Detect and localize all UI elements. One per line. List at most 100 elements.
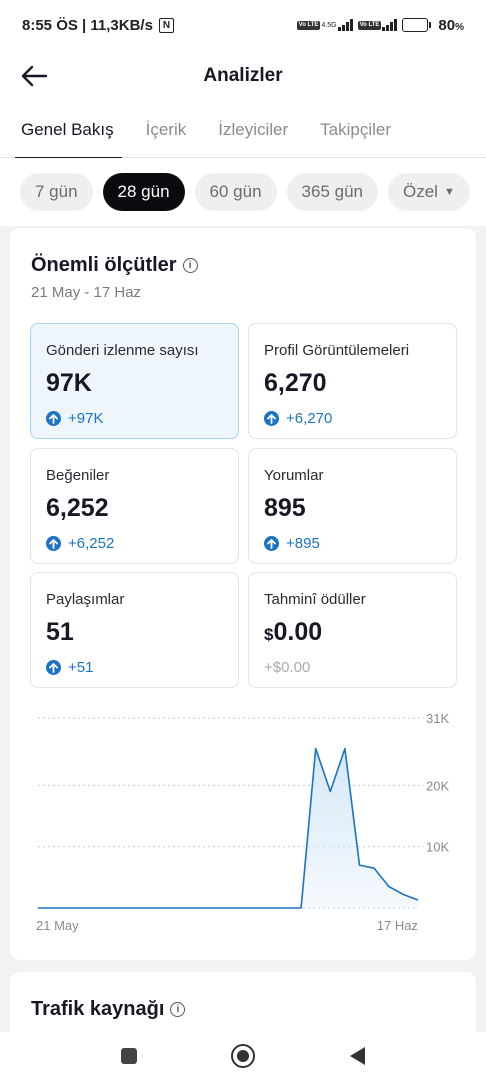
key-metrics-title: Önemli ölçütler i bbox=[31, 254, 198, 277]
home-button[interactable] bbox=[186, 1036, 300, 1076]
status-left: 8:55 ÖS | 11,3KB/s N bbox=[22, 17, 174, 34]
range-chip-label: 7 gün bbox=[35, 182, 78, 201]
arrow-up-circle-icon bbox=[264, 536, 279, 551]
status-right: Vo LTE 4.5G Vo LTE 80% bbox=[296, 16, 464, 34]
metric-label: Profil Görüntülemeleri bbox=[264, 342, 410, 359]
series-line bbox=[38, 747, 419, 909]
status-bar: 8:55 ÖS | 11,3KB/s N Vo LTE 4.5G Vo LTE … bbox=[0, 0, 486, 50]
traffic-source-card: Trafik kaynağı i bbox=[10, 972, 476, 1032]
signal-bars-icon bbox=[337, 19, 353, 31]
metric-value: 6,270 bbox=[264, 369, 456, 398]
top-app-bar: Analizler bbox=[0, 50, 486, 102]
tab-3[interactable]: Takipçiler bbox=[320, 119, 391, 139]
y-tick-label: 10K bbox=[426, 840, 449, 855]
arrow-up-circle-icon bbox=[264, 411, 279, 426]
home-circle-icon bbox=[231, 1044, 255, 1068]
metric-value-text: 51 bbox=[46, 618, 74, 646]
arrow-left-icon bbox=[21, 65, 48, 87]
views-chart: 31K 20K 10K 21 May 17 Haz bbox=[36, 711, 449, 933]
system-back-button[interactable] bbox=[300, 1036, 414, 1076]
back-button[interactable] bbox=[20, 62, 50, 90]
metric-delta: +$0.00 bbox=[264, 659, 456, 676]
traffic-source-title-text: Trafik kaynağı bbox=[31, 998, 165, 1020]
metric-value-text: 97K bbox=[46, 369, 92, 397]
date-range-chips: 7 gün 28 gün 60 gün 365 gün Özel ▼ bbox=[0, 158, 486, 226]
battery-icon bbox=[402, 18, 432, 32]
traffic-source-title: Trafik kaynağı i bbox=[31, 998, 186, 1021]
metric-delta: +51 bbox=[46, 659, 238, 676]
range-chip-label: 28 gün bbox=[117, 182, 170, 201]
metric-delta-text: +6,270 bbox=[286, 410, 333, 427]
square-icon bbox=[121, 1048, 137, 1064]
metric-delta-text: +51 bbox=[68, 659, 94, 676]
info-icon[interactable]: i bbox=[182, 258, 198, 273]
sim1-signal-icon: Vo LTE 4.5G bbox=[296, 19, 353, 31]
range-chip-label: 60 gün bbox=[209, 182, 262, 201]
volte-badge: Vo LTE bbox=[296, 20, 321, 30]
recents-button[interactable] bbox=[72, 1036, 186, 1076]
y-tick-label: 20K bbox=[426, 778, 449, 793]
metric-value: 895 bbox=[264, 494, 456, 523]
metric-delta-text: +895 bbox=[286, 535, 320, 552]
arrow-up-circle-icon bbox=[46, 536, 61, 551]
range-chip-2[interactable]: 60 gün bbox=[194, 173, 277, 211]
network-type-label: 4.5G bbox=[321, 21, 337, 29]
metric-value: 6,252 bbox=[46, 494, 238, 523]
metric-card[interactable]: Beğeniler 6,252 +6,252 bbox=[30, 448, 239, 564]
arrow-up-circle-icon bbox=[46, 411, 61, 426]
arrow-up-circle-icon bbox=[46, 660, 61, 675]
metric-card[interactable]: Yorumlar 895 +895 bbox=[248, 448, 457, 564]
metric-label: Beğeniler bbox=[46, 467, 110, 484]
range-chip-label: Özel bbox=[403, 182, 438, 201]
metric-value: 97K bbox=[46, 369, 238, 398]
metric-card[interactable]: Tahminî ödüller $0.00 +$0.00 bbox=[248, 572, 457, 688]
tab-0[interactable]: Genel Bakış bbox=[15, 102, 122, 159]
series-area bbox=[38, 748, 418, 908]
x-tick-label: 21 May bbox=[36, 918, 79, 933]
battery-percent: 80% bbox=[438, 16, 464, 34]
metric-value: 51 bbox=[46, 618, 238, 647]
range-chip-4[interactable]: Özel ▼ bbox=[388, 173, 470, 211]
range-chip-1[interactable]: 28 gün bbox=[102, 173, 185, 211]
metric-value-text: 6,270 bbox=[264, 369, 327, 397]
metric-label: Tahminî ödüller bbox=[264, 591, 366, 608]
metric-label: Yorumlar bbox=[264, 467, 324, 484]
metric-label: Paylaşımlar bbox=[46, 591, 125, 608]
metric-value-text: 895 bbox=[264, 494, 306, 522]
triangle-back-icon bbox=[349, 1047, 365, 1065]
metric-delta-text: +$0.00 bbox=[264, 659, 311, 676]
tab-1[interactable]: İçerik bbox=[145, 119, 187, 139]
metric-card[interactable]: Gönderi izlenme sayısı 97K +97K bbox=[30, 323, 239, 439]
metric-delta: +895 bbox=[264, 535, 456, 552]
metric-label: Gönderi izlenme sayısı bbox=[46, 342, 199, 359]
range-chip-label: 365 gün bbox=[301, 182, 363, 201]
metric-value: $0.00 bbox=[264, 618, 456, 647]
system-nav-bar bbox=[0, 1032, 486, 1080]
metric-card[interactable]: Profil Görüntülemeleri 6,270 +6,270 bbox=[248, 323, 457, 439]
range-chip-3[interactable]: 365 gün bbox=[286, 173, 378, 211]
info-icon-traffic[interactable]: i bbox=[170, 1002, 186, 1017]
metric-delta-text: +6,252 bbox=[68, 535, 115, 552]
tab-2[interactable]: İzleyiciler bbox=[218, 119, 289, 139]
key-metrics-title-text: Önemli ölçütler bbox=[31, 254, 177, 276]
metric-delta: +6,270 bbox=[264, 410, 456, 427]
metric-value-text: 6,252 bbox=[46, 494, 109, 522]
date-range-label: 21 May - 17 Haz bbox=[31, 284, 142, 301]
x-tick-label: 17 Haz bbox=[377, 918, 418, 933]
metric-delta: +6,252 bbox=[46, 535, 238, 552]
metric-delta: +97K bbox=[46, 410, 238, 427]
currency-symbol: $ bbox=[264, 625, 274, 644]
key-metrics-card: Önemli ölçütler i 21 May - 17 Haz Gönder… bbox=[10, 228, 476, 960]
analytics-tabs: Genel Bakış İçerik İzleyiciler Takipçiler bbox=[0, 102, 486, 159]
y-tick-label: 31K bbox=[426, 711, 449, 726]
signal-bars-icon-2 bbox=[382, 19, 398, 31]
page-title: Analizler bbox=[203, 65, 283, 86]
nfc-icon: N bbox=[158, 17, 174, 33]
metric-value-text: 0.00 bbox=[273, 618, 323, 646]
caret-down-icon: ▼ bbox=[443, 186, 455, 198]
metric-delta-text: +97K bbox=[68, 410, 104, 427]
sim2-signal-icon: Vo LTE bbox=[357, 19, 398, 31]
range-chip-0[interactable]: 7 gün bbox=[20, 173, 93, 211]
metric-card[interactable]: Paylaşımlar 51 +51 bbox=[30, 572, 239, 688]
volte-badge-2: Vo LTE bbox=[357, 20, 382, 30]
